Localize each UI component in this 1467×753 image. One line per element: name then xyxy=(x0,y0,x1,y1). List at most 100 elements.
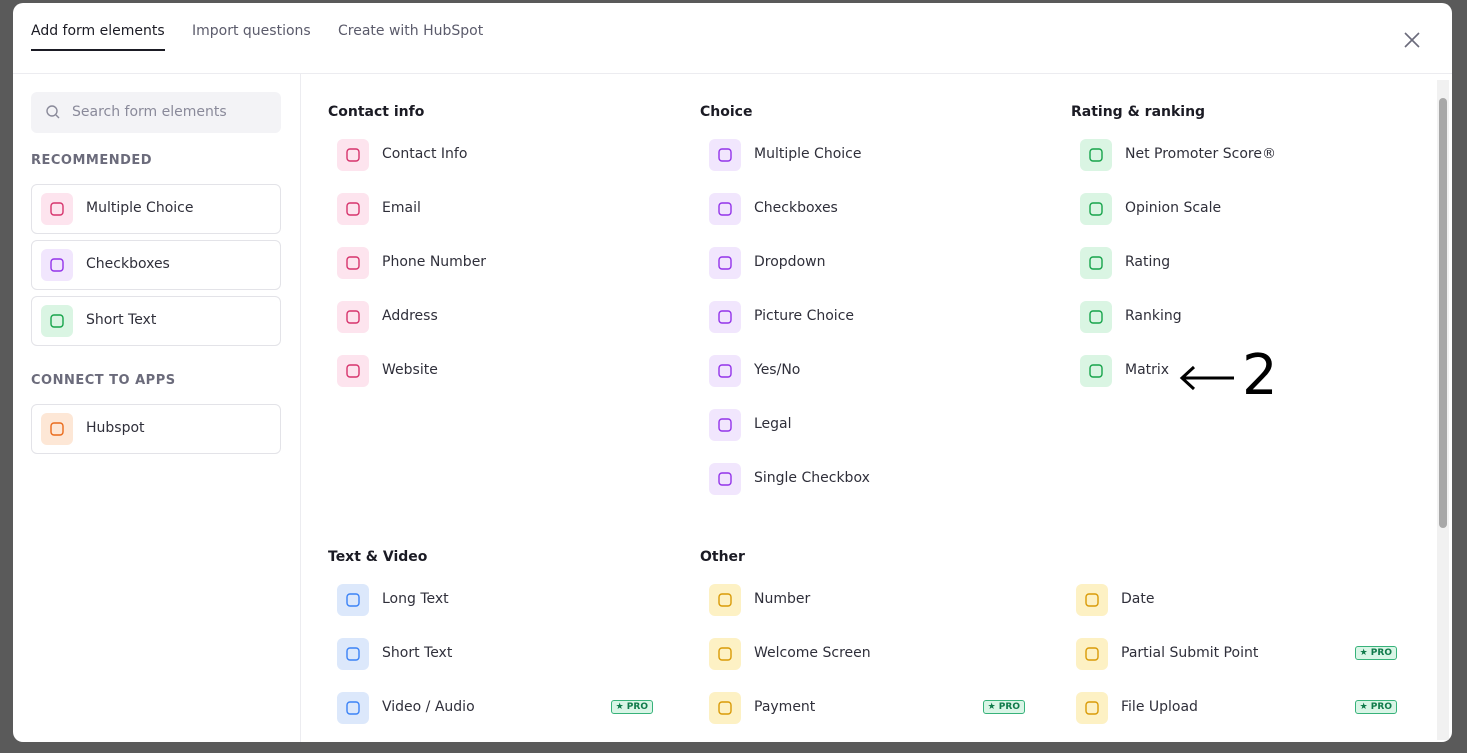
section-heading: Contact info xyxy=(328,104,425,120)
item-icon xyxy=(337,301,369,333)
element-item[interactable]: Checkboxes xyxy=(700,193,1030,225)
element-item[interactable]: Opinion Scale xyxy=(1071,193,1401,225)
element-item[interactable]: Phone Number xyxy=(328,247,658,279)
item-icon xyxy=(337,193,369,225)
icon-glyph xyxy=(718,148,732,162)
item-icon xyxy=(41,305,73,337)
item-icon xyxy=(41,249,73,281)
item-label: Checkboxes xyxy=(754,200,838,216)
tab[interactable]: Create with HubSpot xyxy=(338,23,484,39)
icon-glyph xyxy=(346,364,360,378)
item-icon xyxy=(337,247,369,279)
element-item[interactable]: Multiple Choice xyxy=(700,139,1030,171)
item-label: Yes/No xyxy=(754,362,801,378)
sidebar-item[interactable]: Checkboxes xyxy=(31,240,281,290)
element-item[interactable]: Ranking xyxy=(1071,301,1401,333)
sidebar-item[interactable]: Hubspot xyxy=(31,404,281,454)
icon-glyph xyxy=(1089,364,1103,378)
item-label: Multiple Choice xyxy=(86,200,194,216)
item-icon xyxy=(709,692,741,724)
item-label: Welcome Screen xyxy=(754,645,871,661)
item-label: Short Text xyxy=(382,645,453,661)
sidebar-heading: RECOMMENDED xyxy=(31,153,153,168)
sidebar-item[interactable]: Multiple Choice xyxy=(31,184,281,234)
item-icon xyxy=(337,692,369,724)
close-button[interactable] xyxy=(1403,31,1421,49)
icon-glyph xyxy=(346,647,360,661)
element-item[interactable]: Long Text xyxy=(328,584,658,616)
element-item[interactable]: Payment ★ PRO xyxy=(700,692,1030,724)
item-icon xyxy=(709,301,741,333)
icon-glyph xyxy=(718,418,732,432)
item-label: Rating xyxy=(1125,254,1171,270)
item-icon xyxy=(1080,193,1112,225)
element-item[interactable]: Website xyxy=(328,355,658,387)
element-item[interactable]: Short Text xyxy=(328,638,658,670)
item-label: Number xyxy=(754,591,811,607)
modal: Search form elements 2 Add form elements… xyxy=(13,3,1452,742)
icon-glyph xyxy=(718,701,732,715)
section-heading: Other xyxy=(700,549,745,565)
item-label: Legal xyxy=(754,416,792,432)
item-icon xyxy=(1076,638,1108,670)
item-label: Payment xyxy=(754,699,816,715)
tab[interactable]: Add form elements xyxy=(31,23,165,51)
element-item[interactable]: Contact Info xyxy=(328,139,658,171)
icon-glyph xyxy=(718,472,732,486)
divider xyxy=(13,73,1452,74)
item-label: Hubspot xyxy=(86,420,145,436)
item-label: Single Checkbox xyxy=(754,470,870,486)
icon-glyph xyxy=(1089,148,1103,162)
item-label: Ranking xyxy=(1125,308,1182,324)
icon-glyph xyxy=(1085,701,1099,715)
scroll-thumb[interactable] xyxy=(1439,98,1447,528)
icon-glyph xyxy=(50,258,64,272)
element-item[interactable]: Single Checkbox xyxy=(700,463,1030,495)
element-item[interactable]: Email xyxy=(328,193,658,225)
element-item[interactable]: Address xyxy=(328,301,658,333)
icon-glyph xyxy=(718,647,732,661)
item-icon xyxy=(1076,692,1108,724)
tab[interactable]: Import questions xyxy=(192,23,311,39)
element-item[interactable]: Yes/No xyxy=(700,355,1030,387)
item-icon xyxy=(709,139,741,171)
item-label: File Upload xyxy=(1121,699,1198,715)
element-item[interactable]: Video / Audio ★ PRO xyxy=(328,692,658,724)
item-label: Net Promoter Score® xyxy=(1125,146,1276,162)
element-item[interactable]: Legal xyxy=(700,409,1030,441)
sidebar-item[interactable]: Short Text xyxy=(31,296,281,346)
item-label: Matrix xyxy=(1125,362,1170,378)
search-icon xyxy=(46,105,60,119)
item-icon xyxy=(709,463,741,495)
element-item[interactable]: Welcome Screen xyxy=(700,638,1030,670)
icon-glyph xyxy=(346,202,360,216)
item-icon xyxy=(1080,139,1112,171)
item-label: Website xyxy=(382,362,438,378)
element-item[interactable]: Partial Submit Point ★ PRO xyxy=(1067,638,1397,670)
element-item[interactable]: Date xyxy=(1067,584,1397,616)
element-item[interactable]: Picture Choice xyxy=(700,301,1030,333)
item-icon xyxy=(337,584,369,616)
icon-glyph xyxy=(718,256,732,270)
icon-glyph xyxy=(346,148,360,162)
scrollbar xyxy=(1437,80,1449,740)
item-label: Dropdown xyxy=(754,254,826,270)
element-item[interactable]: File Upload ★ PRO xyxy=(1067,692,1397,724)
section-heading: Rating & ranking xyxy=(1071,104,1206,120)
item-icon xyxy=(337,638,369,670)
icon-glyph xyxy=(346,593,360,607)
icon-glyph xyxy=(346,310,360,324)
element-item[interactable]: Dropdown xyxy=(700,247,1030,279)
section-heading: Choice xyxy=(700,104,753,120)
element-item[interactable]: Rating xyxy=(1071,247,1401,279)
icon-glyph xyxy=(1085,593,1099,607)
sidebar-heading: CONNECT TO APPS xyxy=(31,373,176,388)
icon-glyph xyxy=(1089,202,1103,216)
element-item[interactable]: Net Promoter Score® xyxy=(1071,139,1401,171)
item-label: Checkboxes xyxy=(86,256,170,272)
item-label: Multiple Choice xyxy=(754,146,862,162)
element-item[interactable]: Matrix xyxy=(1071,355,1401,387)
icon-glyph xyxy=(346,256,360,270)
element-item[interactable]: Number xyxy=(700,584,1030,616)
search-box[interactable]: Search form elements xyxy=(31,92,281,133)
